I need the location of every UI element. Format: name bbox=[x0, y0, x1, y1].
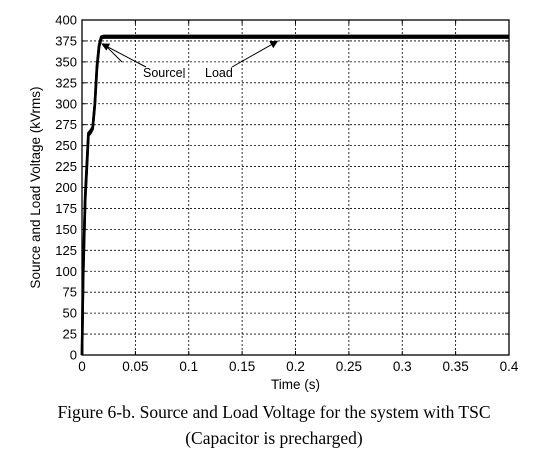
grid bbox=[82, 20, 509, 355]
y-tick-label: 200 bbox=[55, 180, 77, 195]
x-tick-label: 0.2 bbox=[286, 359, 305, 374]
x-tick-label: 0.3 bbox=[393, 359, 412, 374]
y-tick-label: 325 bbox=[55, 75, 77, 90]
y-tick-label: 125 bbox=[55, 243, 77, 258]
tick-labels: 0 25 50 75 100 125 150 175 200 225 250 275 300 325 350… bbox=[55, 13, 519, 375]
figure-caption-note: (Capacitor is precharged) bbox=[185, 428, 363, 448]
x-tick-label: 0.4 bbox=[500, 359, 519, 374]
x-axis-title: Time (s) bbox=[271, 377, 320, 392]
y-tick-label: 375 bbox=[55, 33, 77, 48]
annotation-load-arrow bbox=[231, 40, 279, 68]
x-tick-label: 0.15 bbox=[229, 359, 255, 374]
y-tick-label: 275 bbox=[55, 117, 77, 132]
y-tick-label: 300 bbox=[55, 96, 77, 111]
x-tick-label: 0.35 bbox=[442, 359, 468, 374]
annotation-load-leader bbox=[102, 43, 123, 63]
y-tick-label: 400 bbox=[55, 13, 77, 28]
x-tick-label: 0.1 bbox=[179, 359, 198, 374]
annotation-source: Source bbox=[143, 66, 183, 80]
x-tick-label: 0.05 bbox=[122, 359, 148, 374]
series-lines bbox=[80, 34, 509, 356]
y-tick-label: 75 bbox=[63, 285, 77, 300]
y-tick-label: 25 bbox=[63, 327, 77, 342]
voltage-chart: 0 25 50 75 100 125 150 175 200 225 250 275 300 325 350… bbox=[28, 13, 519, 393]
y-tick-label: 50 bbox=[63, 306, 77, 321]
x-tick-label: 0.25 bbox=[336, 359, 362, 374]
y-tick-label: 250 bbox=[55, 138, 77, 153]
figure-caption: Figure 6-b. Source and Load Voltage for … bbox=[57, 402, 491, 422]
y-axis-title: Source and Load Voltage (kVrms) bbox=[28, 86, 43, 288]
tick-marks bbox=[81, 19, 510, 356]
y-tick-label: 225 bbox=[55, 159, 77, 174]
annotation-source-arrow bbox=[101, 43, 147, 68]
series-line-load bbox=[80, 36, 509, 356]
x-tick-label: 0 bbox=[78, 359, 86, 374]
y-tick-label: 150 bbox=[55, 222, 77, 237]
y-tick-label: 0 bbox=[70, 348, 77, 363]
annotation-load: Load bbox=[205, 66, 233, 80]
y-tick-label: 175 bbox=[55, 201, 77, 216]
annotations: Source Load bbox=[101, 40, 279, 80]
y-tick-label: 350 bbox=[55, 54, 77, 69]
y-tick-label: 100 bbox=[55, 264, 77, 279]
